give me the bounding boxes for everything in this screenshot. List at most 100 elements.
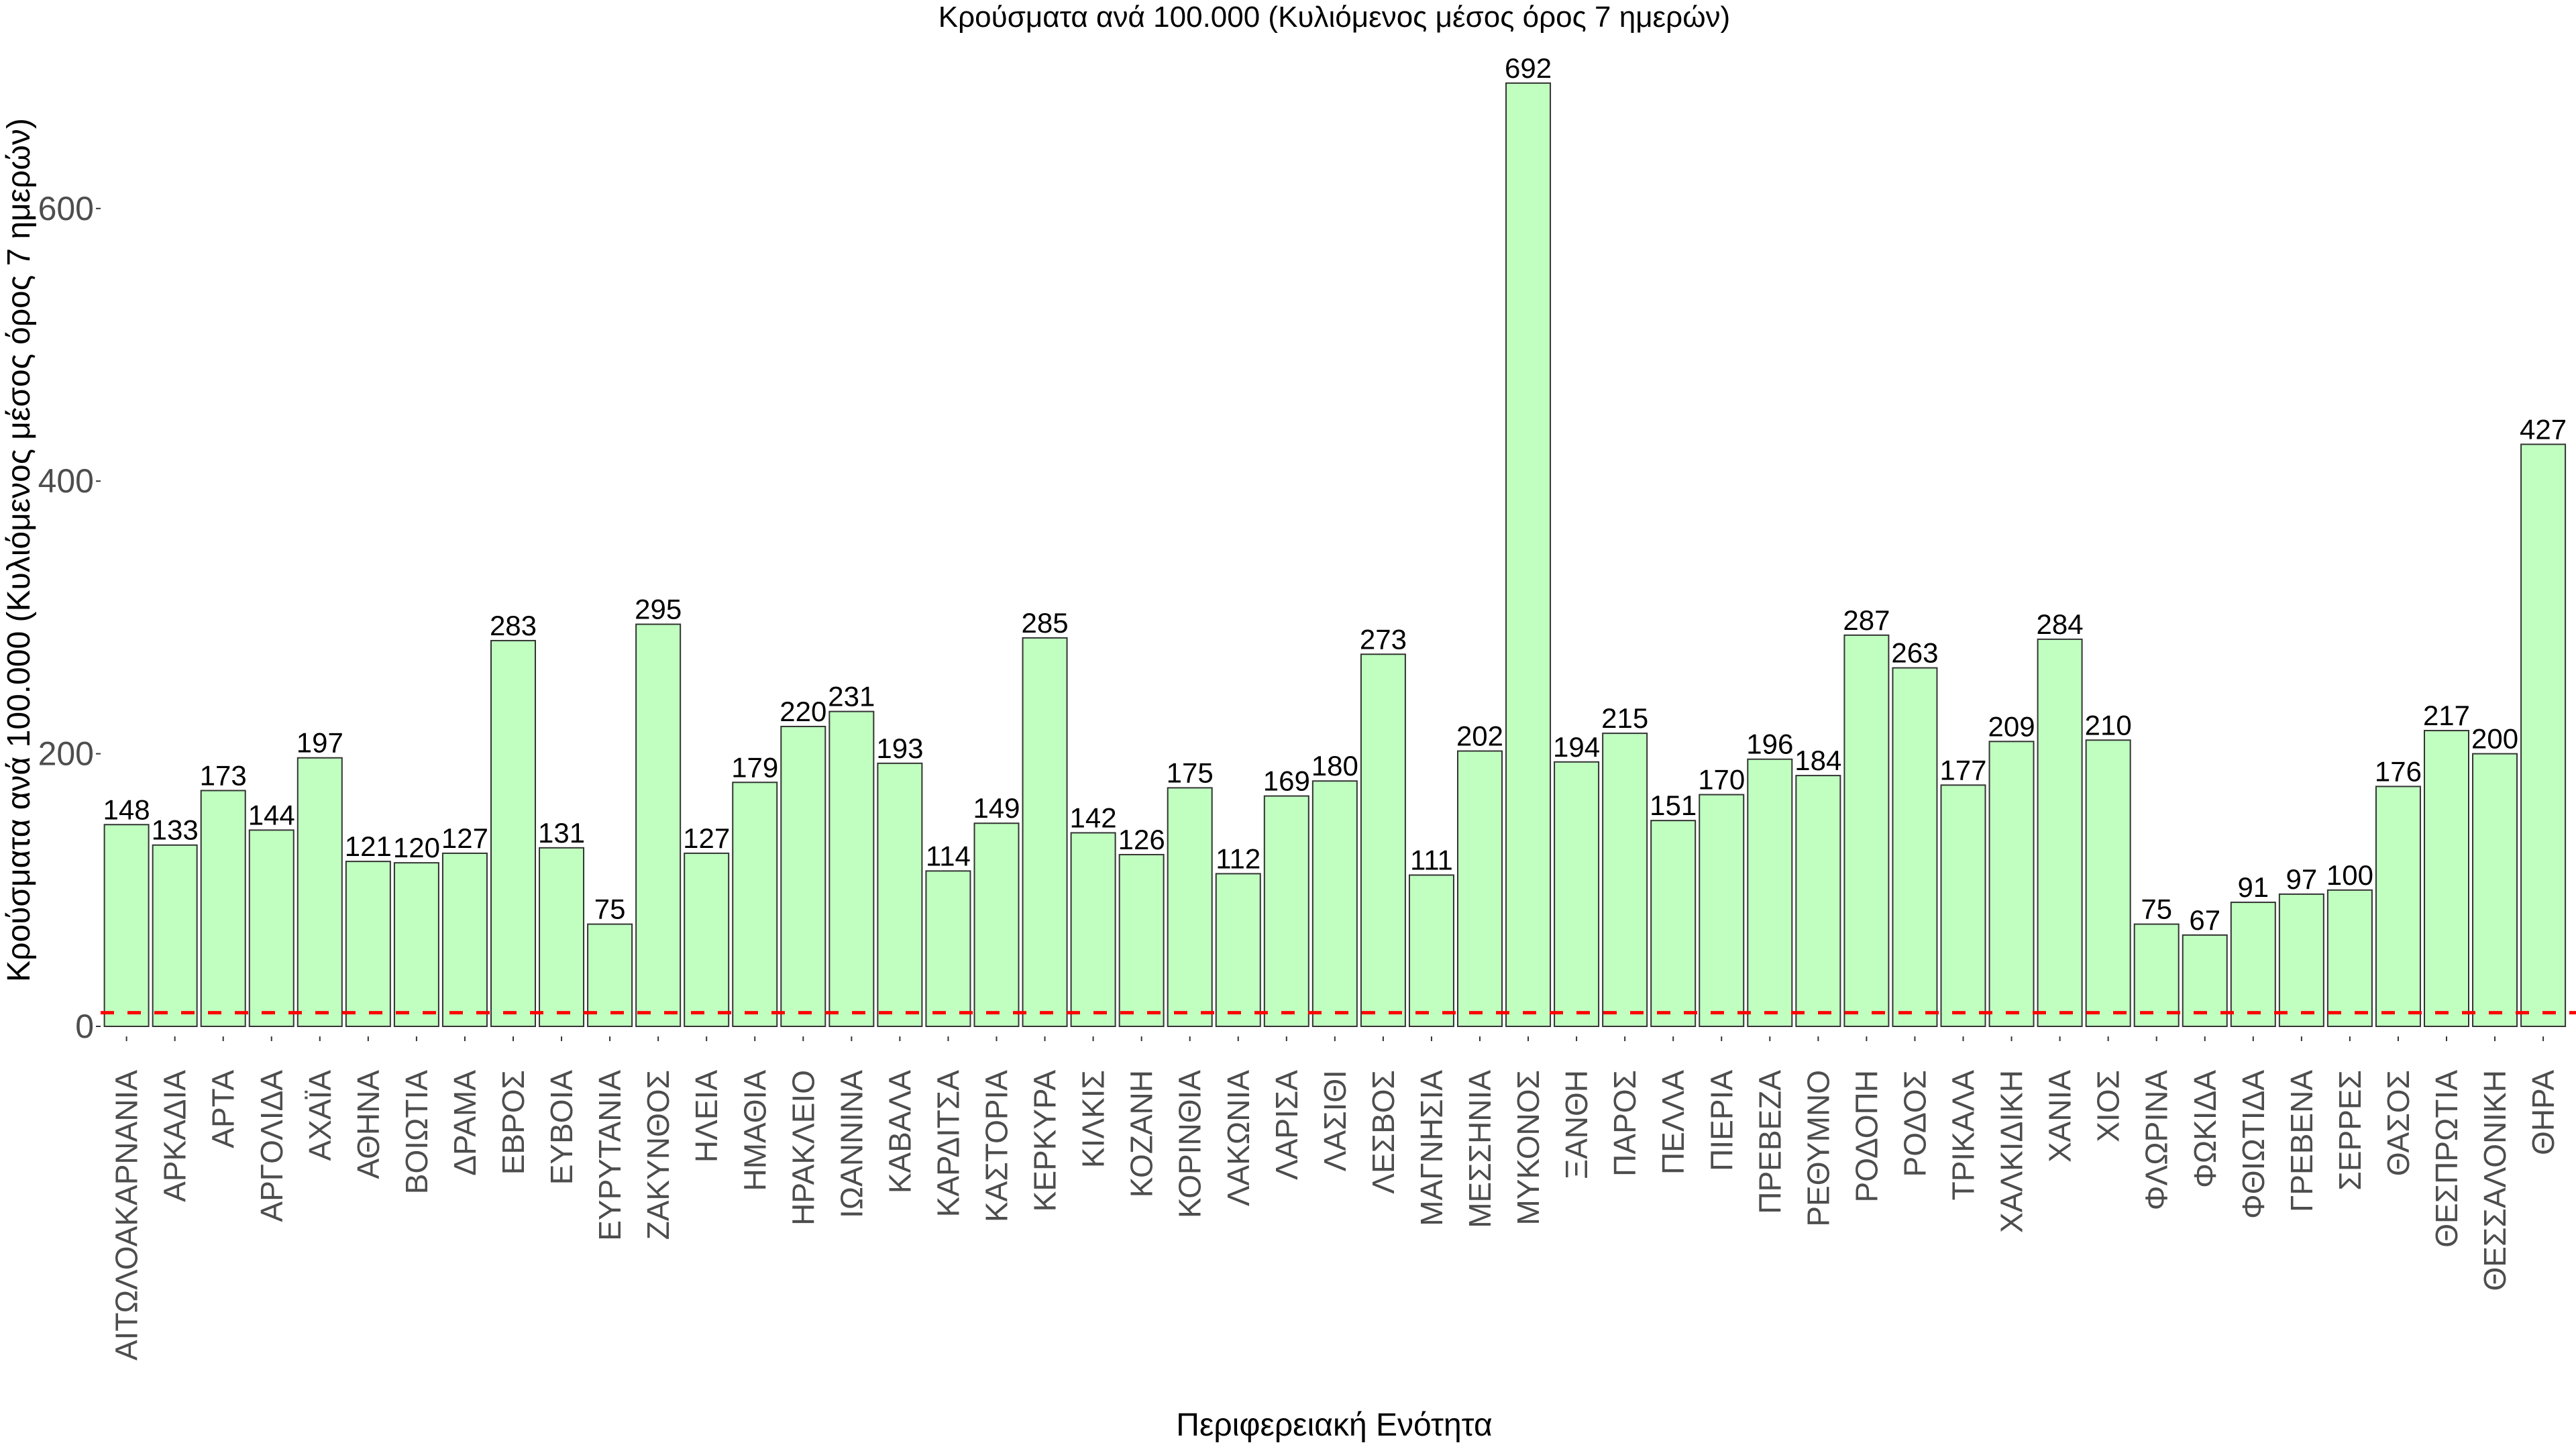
value-label: 133	[152, 814, 199, 846]
x-tick-label: ΗΡΑΚΛΕΙΟ	[786, 1070, 820, 1226]
y-tick-label: 400	[38, 462, 94, 500]
bar	[152, 844, 198, 1028]
x-tick-label: ΘΕΣΣΑΛΟΝΙΚΗ	[2477, 1070, 2512, 1291]
x-tick-label: ΤΡΙΚΑΛΑ	[1946, 1070, 1981, 1201]
bar	[2424, 730, 2469, 1028]
bar	[200, 790, 246, 1027]
x-tick-label: ΜΥΚΟΝΟΣ	[1511, 1070, 1546, 1225]
value-label: 67	[2189, 904, 2220, 936]
value-label: 131	[538, 817, 585, 849]
x-tick-label: ΓΡΕΒΕΝΑ	[2284, 1070, 2319, 1212]
x-tick-label: ΜΑΓΝΗΣΙΑ	[1414, 1070, 1449, 1226]
value-label: 170	[1698, 764, 1745, 796]
bar	[2085, 739, 2131, 1028]
chart-title: Κρούσματα ανά 100.000 (Κυλιόμενος μέσος …	[938, 1, 1730, 34]
value-label: 283	[490, 610, 537, 641]
x-tick-label: ΑΡΤΑ	[206, 1070, 241, 1148]
bar	[490, 639, 536, 1027]
value-label: 193	[876, 733, 923, 764]
value-label: 231	[828, 681, 875, 712]
value-label: 194	[1553, 731, 1600, 763]
x-axis-title: Περιφερειακή Ενότητα	[1176, 1407, 1492, 1443]
bar	[1940, 784, 1986, 1028]
x-tick-label: ΚΟΡΙΝΘΙΑ	[1173, 1070, 1208, 1218]
value-label: 202	[1456, 720, 1503, 752]
value-label: 126	[1118, 824, 1165, 855]
x-tick-label: ΙΩΑΝΝΙΝΑ	[834, 1070, 869, 1218]
value-label: 97	[2286, 863, 2317, 895]
value-label: 175	[1167, 757, 1214, 788]
value-label: 273	[1360, 623, 1407, 655]
value-label: 427	[2520, 413, 2567, 445]
x-axis: ΑΙΤΩΛΟΑΚΑΡΝΑΝΙΑ ΑΡΚΑΔΙΑ ΑΡΤΑ ΑΡΓΟΛΙΔΑ ΑΧΑΪΑ Α…	[109, 1036, 2561, 1360]
bar	[441, 852, 488, 1028]
bar	[925, 870, 971, 1028]
x-tick-label: ΧΙΟΣ	[2091, 1070, 2126, 1142]
value-label: 284	[2037, 608, 2084, 640]
bar	[103, 824, 150, 1028]
value-label: 75	[594, 894, 626, 925]
bar	[1650, 820, 1697, 1027]
value-label: 692	[1505, 52, 1552, 84]
x-tick-label: ΚΑΡΔΙΤΣΑ	[930, 1070, 965, 1218]
value-label: 151	[1650, 790, 1697, 821]
value-label: 196	[1746, 729, 1793, 760]
bar	[1699, 794, 1745, 1028]
x-tick-label: ΣΕΡΡΕΣ	[2332, 1070, 2367, 1191]
x-tick-label: ΡΕΘΥΜΝΟ	[1801, 1070, 1835, 1227]
bar	[877, 762, 923, 1027]
value-label: 91	[2237, 871, 2269, 903]
value-label: 149	[973, 792, 1020, 824]
bar	[1457, 750, 1503, 1027]
bar	[297, 757, 343, 1028]
value-label: 217	[2423, 700, 2470, 731]
value-label: 173	[200, 759, 247, 791]
x-tick-label: ΗΛΕΙΑ	[689, 1070, 724, 1163]
value-label: 144	[248, 799, 295, 830]
value-label: 148	[103, 794, 150, 825]
value-label: 209	[1988, 710, 2035, 742]
x-tick-label: ΚΟΖΑΝΗ	[1124, 1070, 1159, 1197]
bar	[1070, 832, 1116, 1028]
bar	[1167, 787, 1213, 1028]
y-tick-label: 600	[38, 190, 94, 227]
bar	[2472, 753, 2518, 1027]
value-label: 295	[635, 594, 682, 625]
bar	[1505, 82, 1552, 1028]
value-label: 114	[926, 840, 971, 871]
y-axis: 0 200 400 600	[38, 190, 101, 1045]
bar	[973, 822, 1020, 1028]
value-label: 177	[1939, 754, 1986, 786]
value-label: 285	[1022, 607, 1069, 639]
bar	[2375, 786, 2421, 1028]
value-label: 287	[1843, 604, 1890, 636]
bar	[1215, 873, 1261, 1028]
bar	[732, 782, 778, 1027]
y-axis-title: Κρούσματα ανά 100.000 (Κυλιόμενος μέσος …	[1, 118, 37, 982]
x-tick-label: ΘΗΡΑ	[2526, 1070, 2561, 1155]
value-label: 169	[1263, 765, 1310, 797]
x-tick-label: ΑΡΚΑΔΙΑ	[158, 1070, 193, 1202]
bar	[1408, 874, 1454, 1027]
value-label: 120	[393, 832, 440, 863]
x-tick-label: ΑΧΑΪΑ	[303, 1070, 337, 1161]
x-tick-label: ΔΡΑΜΑ	[447, 1070, 482, 1176]
x-tick-label: ΞΑΝΘΗ	[1559, 1070, 1594, 1179]
bar	[539, 847, 585, 1027]
y-tick-label: 200	[38, 735, 94, 773]
bar	[345, 861, 391, 1028]
x-tick-label: ΛΑΣΙΘΙ	[1318, 1070, 1352, 1171]
x-tick-label: ΛΑΡΙΣΑ	[1269, 1070, 1304, 1180]
bar	[587, 923, 633, 1027]
x-tick-label: ΘΕΣΠΡΩΤΙΑ	[2429, 1070, 2464, 1248]
bar	[1602, 733, 1648, 1027]
value-label: 75	[2141, 894, 2172, 925]
x-tick-label: ΠΡΕΒΕΖΑ	[1752, 1070, 1787, 1214]
value-label: 127	[441, 822, 488, 854]
bar	[1843, 634, 1890, 1027]
x-tick-label: ΚΕΡΚΥΡΑ	[1028, 1070, 1063, 1212]
bar	[2278, 893, 2324, 1027]
value-label: 179	[731, 751, 778, 783]
x-tick-label: ΠΑΡΟΣ	[1607, 1070, 1642, 1177]
